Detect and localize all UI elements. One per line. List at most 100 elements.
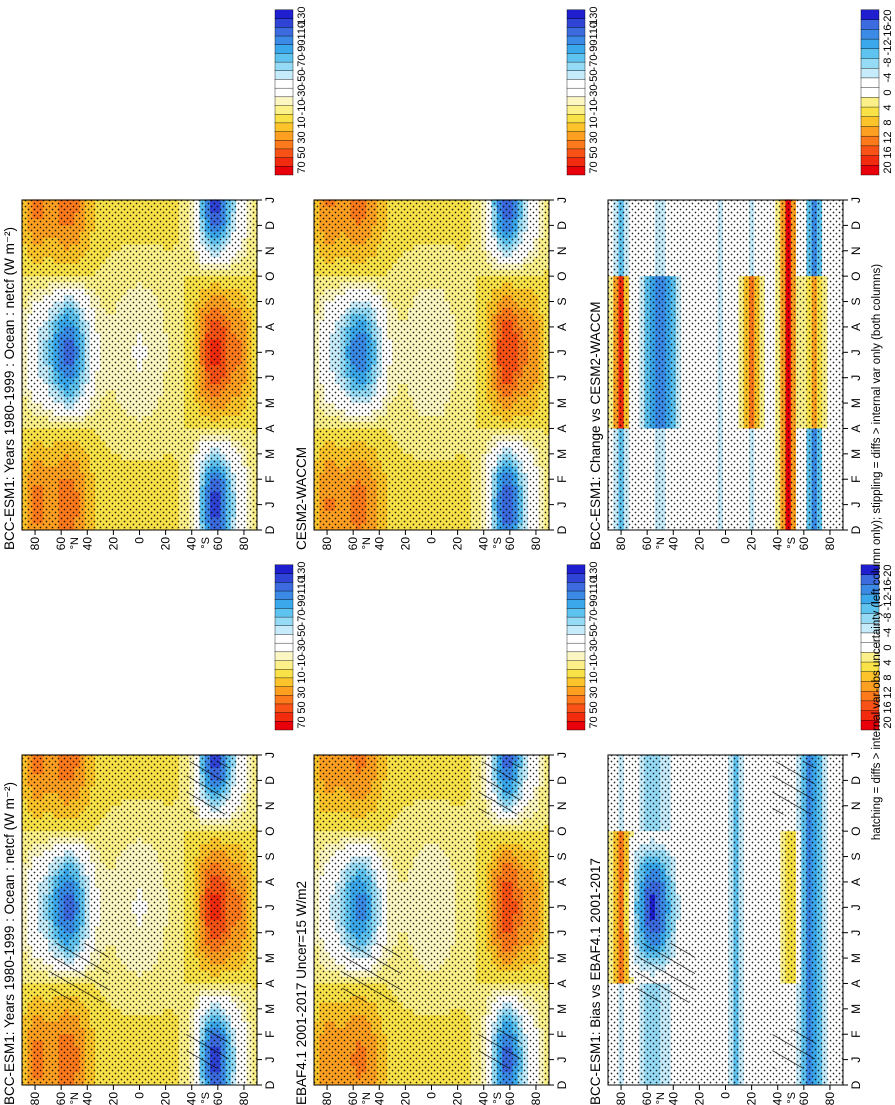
month-tick-label: D: [263, 525, 277, 534]
colorbar-tick-label: 30: [588, 686, 600, 698]
colorbar-tick-label: 50: [296, 701, 308, 713]
month-tick-label: A: [263, 323, 277, 331]
colorbar-tick-label: -70: [296, 610, 308, 626]
lat-tick-label: 80: [28, 1092, 42, 1105]
colorbar-swatch: [566, 651, 586, 661]
colorbar-swatch: [566, 677, 586, 687]
lat-unit-south: °S: [200, 537, 212, 549]
panel-3: EBAF4.1 2001-2017 Uncer=15 W/m270503010-…: [294, 561, 600, 1105]
lat-tick-label: 60: [211, 537, 225, 551]
colorbar-swatch: [274, 165, 294, 176]
lat-tick-label: 80: [237, 537, 251, 551]
month-tick-label: O: [263, 271, 277, 280]
lat-tick-label: 80: [237, 1092, 251, 1105]
colorbar-swatch: [566, 660, 586, 670]
colorbar-tick-label: 70: [296, 161, 308, 173]
colorbar-swatch: [274, 9, 294, 19]
colorbar-swatch: [274, 113, 294, 124]
colorbar-tick-label: 10: [296, 116, 308, 128]
lat-tick-label: 60: [54, 537, 68, 551]
colorbar-swatch: [566, 581, 586, 592]
lat-tick-label: 40: [80, 1092, 94, 1105]
colorbar-tick-label: 70: [588, 716, 600, 728]
month-tick-label: J: [263, 349, 277, 355]
month-tick-label: N: [263, 246, 277, 255]
panel-title: BCC-ESM1: Years 1980-1999 : Ocean : netc…: [2, 782, 17, 1105]
colorbar-tick-label: -50: [588, 625, 600, 641]
lat-tick-label: 80: [28, 537, 42, 551]
stipple-overlay: [22, 200, 257, 530]
colorbar-swatch: [274, 105, 294, 115]
colorbar-swatch: [274, 633, 294, 644]
colorbar-swatch: [274, 668, 294, 679]
colorbar-swatch: [274, 78, 294, 89]
colorbar-tick-label: -10: [588, 655, 600, 671]
colorbar-swatch: [566, 616, 586, 626]
colorbar-tick-label: 30: [296, 131, 308, 143]
hatch-region: [50, 943, 109, 1003]
lat-tick-label: 20: [159, 1092, 173, 1105]
colorbar-tick-label: -90: [296, 595, 308, 611]
month-tick-label: J: [263, 197, 277, 203]
colorbar-tick-label: 10: [588, 671, 600, 683]
month-tick-label: J: [263, 752, 277, 758]
colorbar-tick-label: -70: [588, 610, 600, 626]
lat-unit-south: °S: [200, 1092, 212, 1104]
colorbar-swatch: [274, 694, 294, 705]
colorbar-swatch: [274, 70, 294, 80]
month-tick-label: M: [263, 953, 277, 963]
lat-tick-label: 0: [133, 537, 147, 544]
colorbar-swatch: [274, 131, 294, 141]
month-tick-label: D: [263, 221, 277, 230]
panel-2: BCC-ESM1: Years 1980-1999 : Ocean : netc…: [2, 6, 308, 550]
colorbar-swatch: [566, 590, 586, 600]
month-tick-label: F: [263, 1031, 277, 1038]
colorbar-swatch: [566, 633, 586, 644]
colorbar-tick-label: -10: [296, 655, 308, 671]
month-tick-label: D: [263, 1080, 277, 1089]
colorbar-swatch: [566, 564, 586, 574]
month-tick-label: M: [263, 398, 277, 408]
colorbar-swatch: [566, 642, 586, 653]
colorbar-swatch: [274, 651, 294, 661]
month-tick-label: J: [263, 930, 277, 936]
lat-tick-label: 60: [211, 1092, 225, 1105]
colorbar-swatch: [274, 157, 294, 167]
month-tick-label: A: [263, 424, 277, 432]
colorbar-swatch: [566, 694, 586, 705]
month-tick-label: J: [263, 1057, 277, 1063]
lat-tick-label: 60: [54, 1092, 68, 1105]
month-tick-label: J: [263, 904, 277, 910]
colorbar-swatch: [566, 686, 586, 696]
month-tick-label: S: [263, 298, 277, 306]
colorbar-swatch: [274, 703, 294, 713]
month-tick-label: A: [263, 878, 277, 886]
colorbar-swatch: [566, 712, 586, 722]
colorbar-swatch: [274, 564, 294, 574]
colorbar-swatch: [274, 607, 294, 618]
colorbar-swatch: [274, 61, 294, 71]
colorbar-tick-label: -110: [296, 577, 308, 598]
lat-unit-north: °N: [69, 1092, 81, 1104]
colorbar-swatch: [566, 703, 586, 713]
colorbar-swatch: [566, 720, 586, 731]
lat-unit-north: °N: [69, 537, 81, 549]
colorbar-swatch: [274, 616, 294, 626]
colorbar-swatch: [274, 44, 294, 54]
month-tick-label: M: [263, 449, 277, 459]
colorbar-swatch: [274, 642, 294, 653]
month-tick-label: D: [263, 776, 277, 785]
lat-tick-label: 20: [106, 1092, 120, 1105]
panels-root: BCC-ESM1: Years 1980-1999 : Ocean : netc…: [2, 6, 894, 1105]
colorbar-tick-label: -30: [588, 640, 600, 656]
month-tick-label: J: [263, 375, 277, 381]
lat-tick-label: 20: [106, 537, 120, 551]
colorbar-tick-label: -50: [296, 625, 308, 641]
colorbar-swatch: [274, 18, 294, 28]
colorbar-swatch: [274, 148, 294, 158]
